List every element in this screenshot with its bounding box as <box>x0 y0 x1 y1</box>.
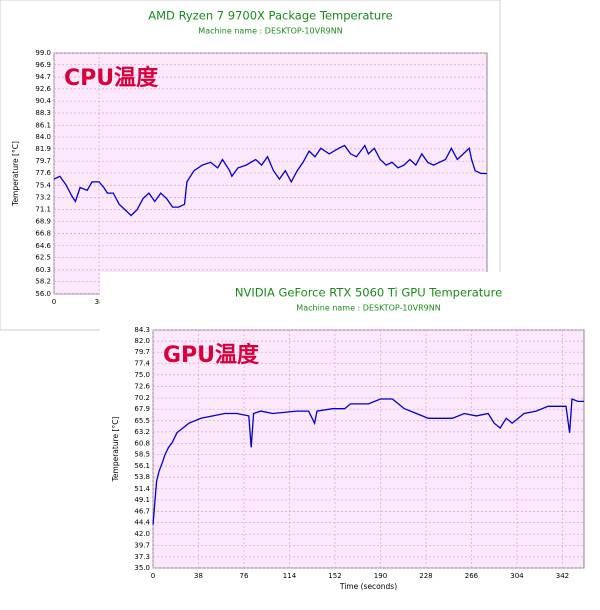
x-axis-label: Time (seconds) <box>339 582 397 591</box>
y-tick-label: 60.3 <box>35 266 51 274</box>
chart-panel: 99.0 96.9 94.7 92.6 90.4 88.3 86.1 84.0 81.9 79.7… <box>0 0 501 331</box>
y-tick-label: 63.2 <box>134 428 150 436</box>
y-tick-label: 75.4 <box>35 181 51 189</box>
x-tick-label: 190 <box>374 572 387 580</box>
x-tick-label: 304 <box>510 572 524 580</box>
y-tick-label: 73.2 <box>35 194 51 202</box>
y-tick-label: 79.7 <box>35 157 51 165</box>
y-tick-label: 71.1 <box>35 205 51 213</box>
x-tick-label: 114 <box>283 572 297 580</box>
y-tick-label: 99.0 <box>35 49 51 57</box>
x-tick-label: 228 <box>419 572 432 580</box>
y-tick-label: 60.8 <box>134 439 150 447</box>
y-tick-label: 51.4 <box>134 485 150 493</box>
chart-subtitle: Machine name : DESKTOP-10VR9NN <box>296 304 440 313</box>
y-tick-label: 88.3 <box>35 109 51 117</box>
y-tick-label: 92.6 <box>35 85 51 93</box>
y-tick-label: 66.8 <box>35 229 51 237</box>
y-tick-label: 53.8 <box>134 473 150 481</box>
y-tick-label: 75.0 <box>134 371 150 379</box>
chart-subtitle: Machine name : DESKTOP-10VR9NN <box>198 27 342 36</box>
y-tick-label: 56.1 <box>134 462 150 470</box>
y-tick-label: 68.9 <box>35 218 51 226</box>
y-tick-label: 44.4 <box>134 519 150 527</box>
x-tick-label: 76 <box>240 572 249 580</box>
annotation: GPU温度 <box>163 342 260 368</box>
y-tick-label: 35.0 <box>134 564 150 572</box>
y-tick-label: 58.2 <box>35 278 51 286</box>
x-tick-label: 0 <box>52 298 56 306</box>
y-tick-label: 58.5 <box>134 451 150 459</box>
plot-area <box>152 329 585 569</box>
annotation: CPU温度 <box>64 65 159 91</box>
y-tick-label: 84.3 <box>134 326 150 334</box>
y-tick-label: 90.4 <box>35 97 51 105</box>
y-tick-label: 65.5 <box>134 417 150 425</box>
y-tick-label: 42.0 <box>134 530 150 538</box>
y-tick-label: 84.0 <box>35 133 51 141</box>
y-tick-label: 46.7 <box>134 508 150 516</box>
y-axis-label: Temperature [°C] <box>11 141 20 207</box>
y-tick-label: 82.0 <box>134 337 150 345</box>
x-tick-label: 38 <box>95 298 104 306</box>
y-axis-label: Temperature [°C] <box>111 417 120 483</box>
y-tick-label: 64.6 <box>35 242 51 250</box>
y-tick-label: 77.6 <box>35 169 51 177</box>
y-tick-label: 77.4 <box>134 359 150 367</box>
temperature-line <box>53 144 487 217</box>
y-tick-label: 56.0 <box>35 290 51 298</box>
y-tick-label: 81.9 <box>35 145 51 153</box>
x-tick-label: 266 <box>465 572 479 580</box>
x-tick-label: 152 <box>328 572 341 580</box>
chart-title: AMD Ryzen 7 9700X Package Temperature <box>148 9 392 23</box>
y-tick-label: 79.7 <box>134 348 150 356</box>
y-tick-label: 39.7 <box>134 541 150 549</box>
plot-area <box>53 52 488 295</box>
y-tick-label: 70.2 <box>134 394 150 402</box>
x-tick-label: 0 <box>151 572 155 580</box>
y-tick-label: 72.6 <box>134 382 150 390</box>
y-tick-label: 37.3 <box>134 553 150 561</box>
y-tick-label: 62.5 <box>35 254 51 262</box>
y-tick-label: 86.1 <box>35 121 51 129</box>
y-tick-label: 94.7 <box>35 73 51 81</box>
x-tick-label: 38 <box>194 572 203 580</box>
chart-title: NVIDIA GeForce RTX 5060 Ti GPU Temperatu… <box>235 286 502 300</box>
y-tick-label: 67.9 <box>134 405 150 413</box>
x-tick-label: 342 <box>556 572 569 580</box>
chart-panel: 84.3 82.0 79.7 77.4 75.0 72.6 70.2 67.9 65.5 63.2… <box>100 272 600 610</box>
y-tick-label: 96.9 <box>35 61 51 69</box>
y-tick-label: 49.1 <box>134 496 150 504</box>
temperature-line <box>152 398 584 525</box>
